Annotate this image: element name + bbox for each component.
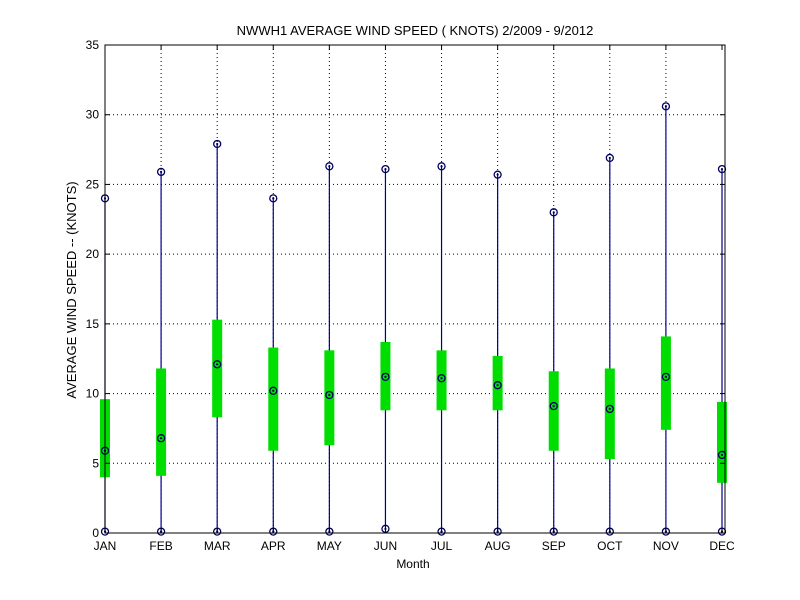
box-jul (436, 350, 447, 411)
y-tick-label: 5 (92, 456, 99, 470)
x-tick-label: OCT (597, 539, 623, 553)
y-tick-label: 25 (86, 177, 100, 191)
median-marker-jul (437, 374, 446, 383)
x-tick-label: MAY (317, 539, 342, 553)
max-marker-aug (493, 170, 502, 179)
max-marker-mar (213, 139, 222, 149)
max-marker-nov (661, 102, 671, 111)
x-tick-label: JUN (374, 539, 397, 553)
x-axis-label: Month (396, 557, 429, 571)
max-marker-jun (381, 164, 390, 174)
median-marker-nov (661, 372, 671, 381)
x-tick-label: MAR (204, 539, 231, 553)
box-sep (548, 371, 559, 451)
max-marker-may (325, 162, 334, 171)
max-marker-sep (549, 208, 558, 217)
y-axis-label: AVERAGE WIND SPEED -- (KNOTS) (64, 181, 79, 398)
box-mar (212, 319, 223, 418)
x-tick-label: NOV (653, 539, 679, 553)
chart-title: NWWH1 AVERAGE WIND SPEED ( KNOTS) 2/2009… (237, 23, 594, 38)
median-marker-feb (156, 434, 166, 443)
box-series (100, 102, 727, 536)
median-marker-sep (549, 401, 558, 411)
x-tick-label: FEB (149, 539, 172, 553)
max-marker-jul (437, 162, 446, 171)
x-tick-label: SEP (542, 539, 566, 553)
median-marker-oct (605, 404, 614, 414)
x-tick-label: JUL (431, 539, 453, 553)
median-marker-apr (269, 386, 278, 395)
max-marker-apr (269, 194, 278, 203)
box-aug (492, 355, 503, 411)
x-tick-label: AUG (485, 539, 511, 553)
box-apr (268, 347, 279, 451)
x-tick-label: APR (261, 539, 286, 553)
y-tick-label: 35 (86, 38, 100, 52)
box-dec (717, 401, 727, 483)
box-may (324, 350, 335, 446)
median-marker-may (325, 390, 334, 400)
max-marker-feb (156, 167, 166, 177)
max-marker-oct (605, 153, 614, 163)
x-tick-label: DEC (709, 539, 735, 553)
x-axis-ticks: JAN FEB MAR APR MAY JUN JUL AUG SEP OCT NOV DEC (94, 45, 735, 553)
y-tick-label: 0 (92, 526, 99, 540)
y-tick-label: 20 (86, 247, 100, 261)
y-tick-label: 15 (86, 317, 100, 331)
box-feb (156, 368, 167, 476)
y-tick-label: 30 (86, 108, 100, 122)
median-marker-aug (493, 381, 502, 390)
median-marker-mar (213, 360, 222, 369)
plot-background (105, 45, 725, 533)
box-oct (604, 368, 615, 460)
box-nov (660, 336, 671, 430)
median-marker-jun (381, 372, 390, 381)
y-tick-label: 10 (86, 387, 100, 401)
plot-frame (104, 44, 726, 534)
x-tick-label: JAN (94, 539, 117, 553)
y-axis-ticks: 0 5 10 15 20 25 30 35 (86, 38, 725, 540)
